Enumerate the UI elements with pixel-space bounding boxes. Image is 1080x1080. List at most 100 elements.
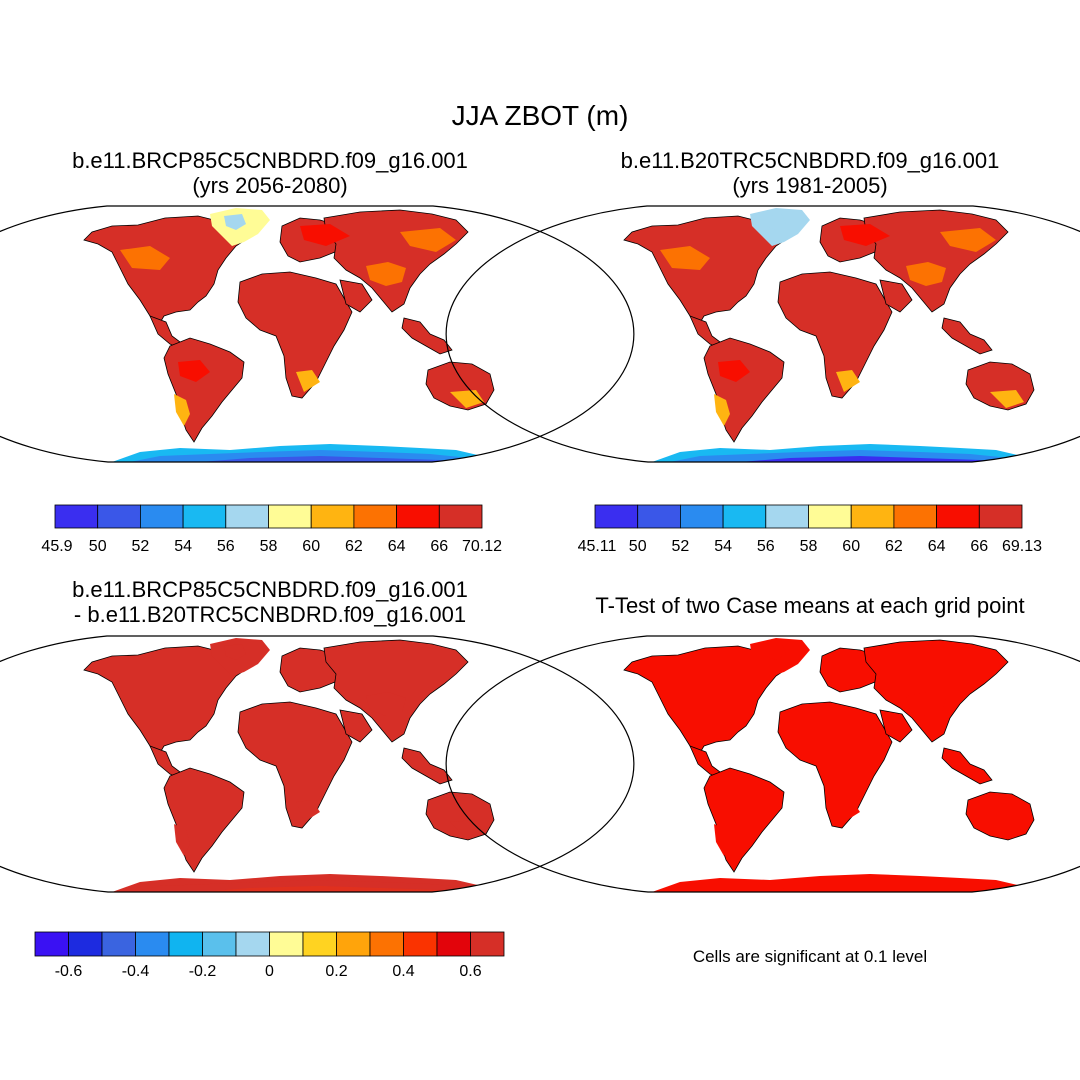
colorbar-1-label: 60 [302, 538, 320, 555]
colorbar-1-label: 62 [345, 538, 363, 555]
colorbar-2-swatch [594, 504, 639, 529]
panel-3-title-line1: b.e11.BRCP85C5CNBDRD.f09_g16.001 [72, 577, 468, 602]
colorbar-3-swatch [302, 931, 337, 957]
colorbar-1-label: 54 [174, 538, 192, 555]
colorbar-1-swatch [97, 504, 141, 529]
map-2-land-region [714, 394, 730, 426]
map-2-land-region [879, 279, 913, 313]
colorbar-3-swatch [101, 931, 136, 957]
map-1-land-region [237, 271, 353, 399]
significance-note: Cells are significant at 0.1 level [692, 947, 928, 966]
colorbar-2-swatch [893, 504, 938, 529]
map-1-frame [0, 205, 635, 463]
colorbar-2-label: 62 [885, 538, 903, 555]
colorbar-1: 45.9 50 52 54 56 58 60 62 64 66 70.12 [41, 504, 502, 555]
colorbar-3-swatch [269, 931, 304, 957]
panel-1-title-line2: (yrs 2056-2080) [192, 173, 348, 198]
map-1-land-region [178, 360, 210, 382]
map-1-land-region [174, 394, 190, 426]
map-2-land-region [940, 228, 996, 252]
colorbar-1-label: 50 [89, 538, 107, 555]
colorbar-1-label: 64 [388, 538, 406, 555]
colorbar-1-label: 66 [430, 538, 448, 555]
map-3-land-region [366, 692, 406, 716]
colorbar-3-label: -0.4 [122, 963, 150, 980]
map-panel-3 [0, 635, 635, 893]
colorbar-2-swatch [936, 504, 980, 529]
map-3-land-region [401, 747, 453, 785]
colorbar-1-swatch [139, 504, 184, 529]
colorbar-2-swatch [680, 504, 724, 529]
map-1-land-region [339, 279, 373, 313]
map-2-land-region [906, 262, 946, 286]
colorbar-3-label: -0.2 [189, 963, 217, 980]
colorbar-1-swatch [182, 504, 227, 529]
colorbar-3-swatch [470, 931, 505, 957]
map-3-land-region [339, 709, 373, 743]
colorbar-3-label: 0.6 [459, 963, 481, 980]
map-4-land-region [764, 644, 786, 660]
colorbar-1-label: 45.9 [41, 538, 72, 555]
colorbar-2-label: 69.13 [1002, 538, 1042, 555]
map-4-land-region [863, 639, 1009, 743]
colorbar-3-label: -0.6 [55, 963, 83, 980]
map-2-land-region [660, 246, 710, 270]
colorbar-3-swatch [168, 931, 203, 957]
map-2-land-region [777, 271, 893, 399]
colorbar-3-label: 0.2 [325, 963, 347, 980]
map-1-land-region [163, 337, 245, 443]
map-2-land-region [836, 370, 860, 392]
colorbar-2: 45.11 50 52 54 56 58 60 62 64 66 69.13 [578, 504, 1042, 555]
panel-2-title-line2: (yrs 1981-2005) [732, 173, 888, 198]
map-1-land-region [450, 390, 484, 408]
colorbar-3: -0.6 -0.4 -0.2 0 0.2 0.4 0.6 [34, 931, 505, 980]
map-4-land-region [836, 800, 860, 822]
colorbar-1-label: 58 [260, 538, 278, 555]
map-2-land-region [990, 390, 1024, 408]
colorbar-2-swatch [765, 504, 809, 529]
map-4-land-region [941, 747, 993, 785]
colorbar-1-swatch [225, 504, 269, 529]
map-2-land-region [703, 337, 785, 443]
colorbar-1-label: 56 [217, 538, 235, 555]
colorbar-1-swatch [268, 504, 312, 529]
colorbar-1-swatch [438, 504, 483, 529]
colorbar-3-swatch [336, 931, 371, 957]
map-2-land-region [941, 317, 993, 355]
colorbar-2-label: 50 [629, 538, 647, 555]
colorbar-2-swatch [808, 504, 852, 529]
map-3-land-region [224, 644, 246, 660]
map-4-frame [445, 635, 1080, 893]
map-4-land-region [990, 820, 1024, 838]
colorbar-2-label: 52 [672, 538, 690, 555]
colorbar-2-swatch [978, 504, 1023, 529]
map-1-land-region [200, 456, 460, 462]
map-2-land-region [740, 456, 1000, 462]
colorbar-3-swatch [68, 931, 103, 957]
colorbar-2-swatch [637, 504, 681, 529]
map-3-land-region [163, 767, 245, 873]
colorbar-2-label: 66 [970, 538, 988, 555]
map-1-land-region [401, 317, 453, 355]
map-3-land-region [296, 800, 320, 822]
map-3-land-region [323, 639, 469, 743]
map-1-land-region [366, 262, 406, 286]
map-panel-1 [0, 205, 635, 463]
colorbar-3-swatch [369, 931, 404, 957]
colorbar-3-swatch [202, 931, 237, 957]
map-1-land-region [120, 246, 170, 270]
map-3-land-region [450, 820, 484, 838]
panel-3-title: b.e11.BRCP85C5CNBDRD.f09_g16.001 - b.e11… [20, 577, 520, 627]
colorbar-3-swatch [34, 931, 69, 957]
map-4-land-region [777, 701, 893, 829]
colorbar-3-swatch [235, 931, 270, 957]
colorbar-1-label: 52 [132, 538, 150, 555]
map-3-land-region [237, 701, 353, 829]
map-panel-4 [445, 635, 1080, 893]
map-1-land-region [300, 224, 350, 246]
colorbar-1-swatch [54, 504, 99, 529]
panel-1-title: b.e11.BRCP85C5CNBDRD.f09_g16.001 (yrs 20… [20, 148, 520, 198]
map-3-land-region [200, 886, 460, 892]
panel-2-title-line1: b.e11.B20TRC5CNBDRD.f09_g16.001 [620, 148, 1000, 173]
map-2-land-region [840, 224, 890, 246]
